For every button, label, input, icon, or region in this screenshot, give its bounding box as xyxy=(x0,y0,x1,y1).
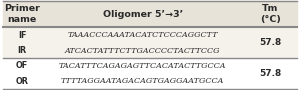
Bar xyxy=(3,43,297,58)
Text: TAAACCCAAATACATCTCCCAGGCTT: TAAACCCAAATACATCTCCCAGGCTT xyxy=(68,31,218,39)
Bar xyxy=(3,58,297,74)
Text: ATCACTATTTCTTGACCCCTACTTCCG: ATCACTATTTCTTGACCCCTACTTCCG xyxy=(65,47,220,55)
Text: 57.8: 57.8 xyxy=(260,38,282,47)
Text: Primer
name: Primer name xyxy=(4,4,40,24)
Bar xyxy=(3,74,297,89)
Text: OR: OR xyxy=(16,77,28,86)
Text: Oligomer 5’→3’: Oligomer 5’→3’ xyxy=(103,10,183,19)
Text: IF: IF xyxy=(18,31,26,40)
Text: Tm
(°C): Tm (°C) xyxy=(260,4,281,24)
Text: 57.8: 57.8 xyxy=(260,69,282,78)
Text: OF: OF xyxy=(16,61,28,70)
Text: TACATTTCAGAGAGTTCACATACTTGCCA: TACATTTCAGAGAGTTCACATACTTGCCA xyxy=(59,62,226,70)
Bar xyxy=(3,1,297,27)
Text: TTTTAGGAATAGACAGTGAGGAATGCCA: TTTTAGGAATAGACAGTGAGGAATGCCA xyxy=(61,77,224,85)
Text: IR: IR xyxy=(17,46,27,55)
Bar xyxy=(3,27,297,43)
